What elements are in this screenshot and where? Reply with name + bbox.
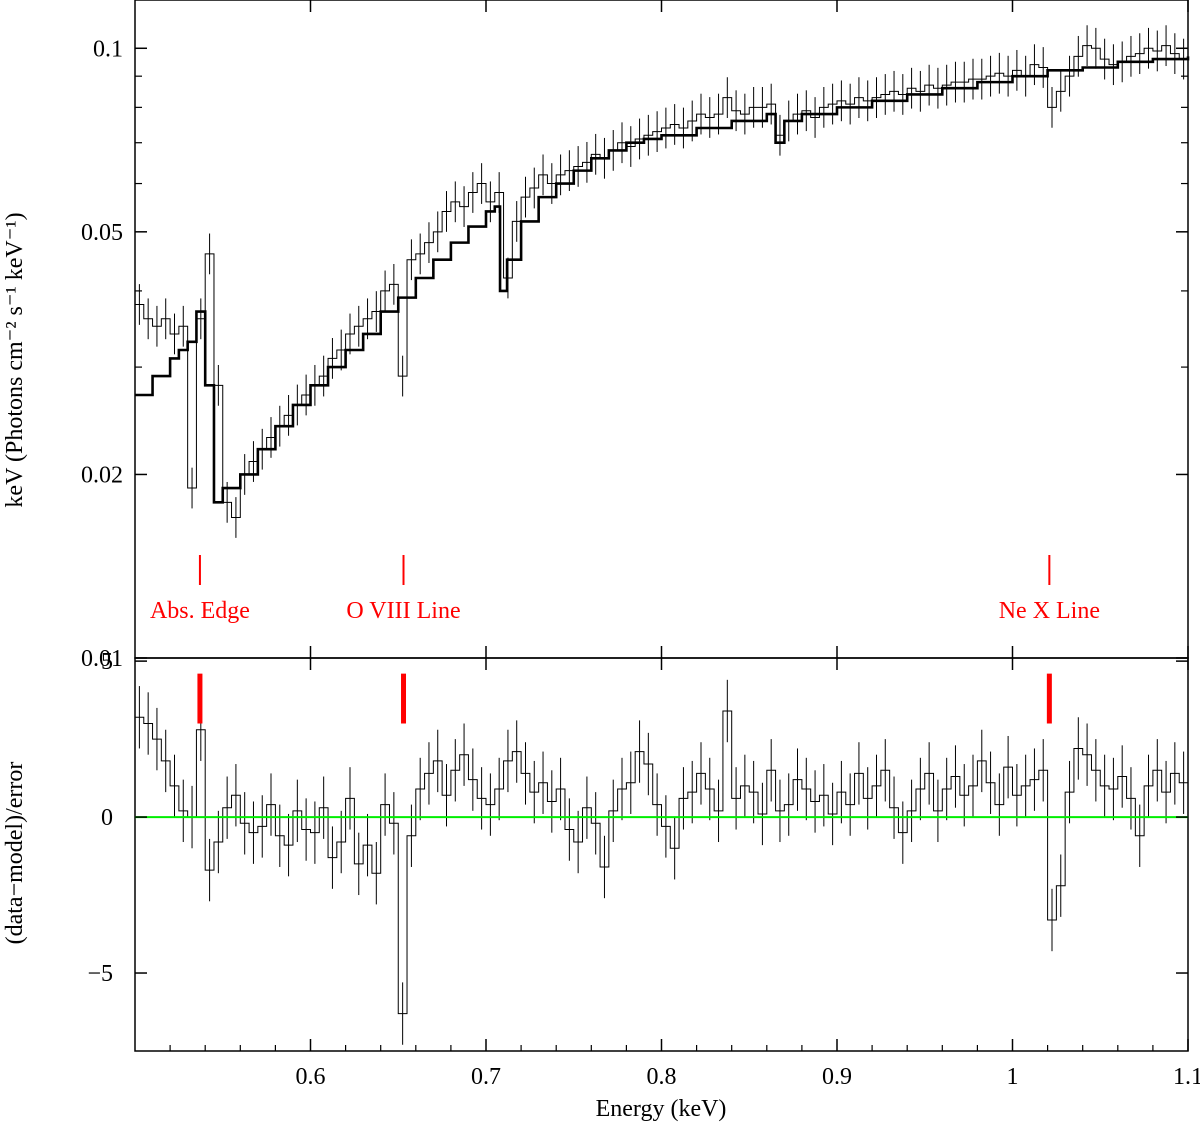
x-tick-label: 0.8	[647, 1064, 677, 1090]
residuals-frame	[134, 657, 1189, 1052]
x-tick-label: 0.9	[822, 1064, 852, 1090]
x-tick-label: 0.7	[471, 1064, 501, 1090]
x-tick-label: 1	[1007, 1064, 1019, 1090]
annotation-label: O VIII Line	[346, 598, 460, 624]
spectrum-y-tick-label: 0.05	[81, 220, 123, 246]
spectrum-y-tick-label: 0.1	[93, 36, 123, 62]
spectrum-data-steps	[135, 45, 1188, 518]
spectrum-y-tick-label: 0.02	[81, 462, 123, 488]
spectrum-y-tick-label: 0.01	[81, 646, 123, 672]
annotation-label: Ne X Line	[999, 598, 1100, 624]
spectrum-y-axis-label: keV (Photons cm⁻² s⁻¹ keV⁻¹)	[2, 212, 28, 507]
residuals-y-tick-label: −5	[87, 961, 113, 987]
residuals-y-axis-label: (data−model)/error	[2, 762, 28, 945]
x-tick-label: 0.6	[296, 1064, 326, 1090]
x-axis-label: Energy (keV)	[596, 1096, 727, 1122]
residuals-steps	[135, 710, 1188, 1015]
spectrum-model-line	[135, 56, 1190, 504]
spectrum-panel: 0.02 0.05 0.1 0.01 Abs. Edge O VIII Line Ne X…	[2, 0, 1190, 672]
residuals-y-tick-label: 5	[101, 649, 113, 675]
x-tick-label: 1.1	[1173, 1064, 1200, 1090]
spectrum-frame	[134, 0, 1189, 659]
residuals-y-tick-label: 0	[101, 805, 113, 831]
annotation-label: Abs. Edge	[150, 598, 250, 624]
